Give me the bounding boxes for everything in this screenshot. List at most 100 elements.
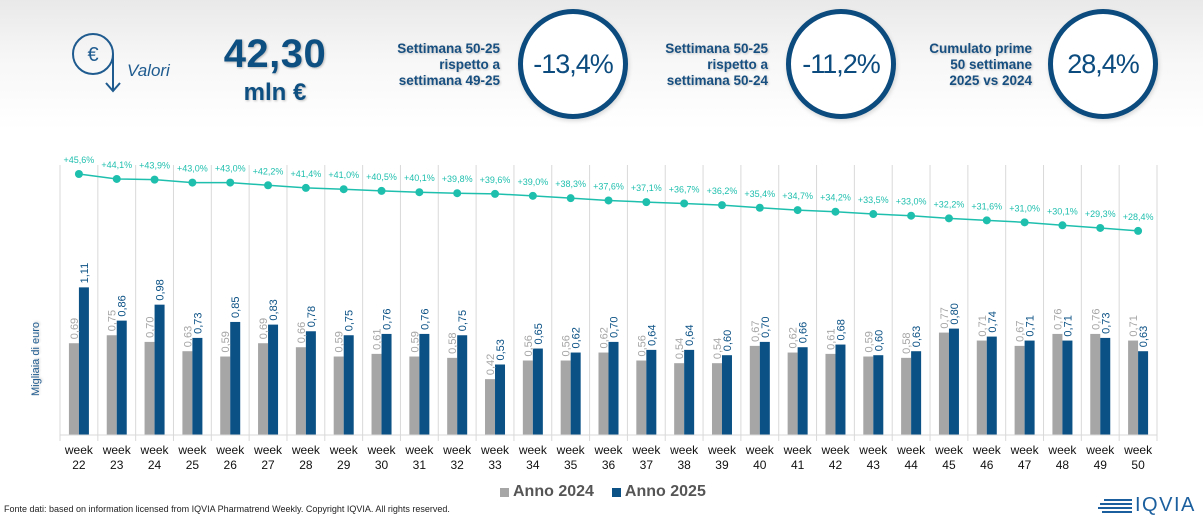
x-tick-label: week	[329, 443, 359, 457]
x-tick-label: week	[934, 443, 964, 457]
bar-anno-2025	[1100, 337, 1111, 435]
x-tick-number: 27	[261, 458, 275, 472]
bar-anno-2024	[1014, 345, 1025, 435]
cumulative-line-point	[339, 185, 348, 194]
bar-label-2025: 0,70	[760, 316, 772, 337]
x-tick-label: week	[1047, 443, 1077, 457]
x-tick-label: week	[745, 443, 775, 457]
bar-anno-2024	[371, 353, 382, 435]
bar-label-2025: 0,71	[1025, 315, 1037, 336]
bar-anno-2024	[749, 345, 760, 435]
bar-anno-2024	[144, 341, 155, 435]
kpi-caption-line: rispetto a	[439, 57, 500, 72]
cumulative-line-label: +41,0%	[328, 170, 359, 180]
svg-text:€: €	[87, 44, 98, 66]
bar-anno-2025	[986, 336, 997, 435]
cumulative-line-point	[74, 170, 83, 178]
bar-label-2024: 0,66	[296, 322, 308, 343]
bar-label-2025: 0,71	[1062, 315, 1074, 336]
bar-anno-2024	[598, 352, 609, 435]
cumulative-line-point	[717, 201, 726, 210]
bar-labels: 0,691,110,750,860,700,980,630,730,590,85…	[69, 263, 1150, 375]
bar-anno-2024	[1128, 340, 1139, 435]
cumulative-line-point	[112, 174, 121, 183]
bar-label-2025: 0,65	[533, 323, 545, 344]
bar-anno-2025	[457, 335, 468, 435]
kpi-caption-week-vs-prev-week: Settimana 50-25 rispetto a settimana 49-…	[372, 41, 500, 89]
bar-label-2024: 0,54	[712, 338, 724, 359]
legend-item-2025: Anno 2025	[611, 483, 706, 501]
cumulative-line-label: +40,1%	[404, 173, 435, 183]
x-tick-number: 36	[602, 458, 616, 472]
bar-anno-2024	[674, 363, 685, 435]
x-tick-number: 29	[337, 458, 351, 472]
bar-anno-2024	[1052, 333, 1063, 435]
cumulative-line-point	[150, 175, 159, 184]
cumulative-line-point	[793, 206, 802, 215]
bar-anno-2025	[1024, 340, 1035, 435]
bar-label-2025: 0,83	[268, 299, 280, 320]
cumulative-line-label: +31,6%	[971, 201, 1002, 211]
cumulative-line-point	[188, 178, 197, 187]
bar-anno-2025	[721, 355, 732, 435]
bar-label-2025: 0,76	[419, 308, 431, 329]
bar-label-2024: 0,71	[977, 315, 989, 336]
legend-item-2024: Anno 2024	[500, 483, 594, 501]
x-tick-number: 33	[488, 458, 502, 472]
cumulative-line-point	[566, 194, 575, 203]
x-tick-label: week	[972, 443, 1002, 457]
x-tick-label: week	[367, 443, 397, 457]
total-value: 42,30	[223, 32, 327, 76]
cumulative-line-label: +39,6%	[480, 175, 511, 185]
bar-anno-2025	[684, 349, 695, 435]
x-tick-number: 28	[299, 458, 313, 472]
cumulative-line-label: +34,2%	[820, 193, 851, 203]
x-tick-number: 45	[942, 458, 956, 472]
bar-anno-2025	[305, 331, 316, 435]
cumulative-line-point	[869, 210, 878, 219]
cumulative-line-point	[982, 216, 991, 225]
x-tick-label: week	[442, 443, 472, 457]
bar-anno-2024	[182, 351, 193, 435]
kpi-caption-line: 50 settimane	[950, 57, 1032, 72]
x-tick-label: week	[518, 443, 548, 457]
bar-label-2025: 0,75	[344, 310, 356, 331]
x-tick-label: week	[102, 443, 132, 457]
bars	[68, 287, 1149, 435]
grid-lines	[59, 165, 1158, 441]
bar-anno-2025	[835, 344, 846, 435]
x-tick-label: week	[64, 443, 94, 457]
bar-anno-2024	[863, 356, 874, 435]
cumulative-line-label: +44,1%	[101, 160, 132, 170]
bar-label-2024: 0,71	[1128, 315, 1140, 336]
cumulative-line-label: +38,3%	[555, 179, 586, 189]
bar-label-2024: 0,70	[145, 316, 157, 337]
cumulative-line-label: +36,7%	[669, 184, 700, 194]
x-tick-number: 39	[715, 458, 729, 472]
bar-anno-2025	[532, 348, 543, 435]
bar-label-2025: 0,98	[155, 279, 167, 300]
bar-anno-2024	[258, 343, 269, 435]
bar-label-2024: 0,59	[409, 331, 421, 352]
x-tick-number: 25	[186, 458, 200, 472]
bar-label-2025: 0,68	[835, 319, 847, 340]
cumulative-line-point	[755, 203, 764, 212]
x-tick-number: 26	[224, 458, 238, 472]
bar-anno-2024	[333, 356, 344, 435]
x-tick-label: week	[1085, 443, 1115, 457]
bar-anno-2024	[1090, 333, 1101, 435]
bar-anno-2024	[447, 357, 458, 435]
bar-anno-2025	[419, 333, 430, 435]
x-tick-number: 44	[904, 458, 918, 472]
cumulative-line-point	[1058, 221, 1067, 230]
bar-label-2024: 0,69	[69, 318, 81, 339]
legend-label-2024: Anno 2024	[513, 483, 594, 500]
bar-label-2024: 0,76	[1090, 308, 1102, 329]
euro-down-icon: €	[72, 33, 121, 93]
y-axis-label: Migliaia di euro	[30, 322, 42, 396]
cumulative-line-label: +35,4%	[744, 189, 775, 199]
cumulative-line-point	[907, 211, 916, 220]
x-tick-number: 22	[72, 458, 86, 472]
x-tick-label: week	[404, 443, 434, 457]
x-tick-number: 23	[110, 458, 124, 472]
